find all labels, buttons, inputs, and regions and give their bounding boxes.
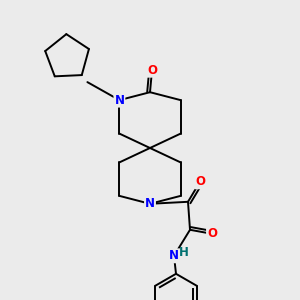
Text: O: O bbox=[195, 175, 205, 188]
Text: N: N bbox=[169, 249, 179, 262]
Text: O: O bbox=[147, 64, 157, 77]
Text: N: N bbox=[145, 197, 155, 210]
Text: N: N bbox=[114, 94, 124, 106]
Text: O: O bbox=[207, 227, 217, 240]
Text: H: H bbox=[179, 246, 189, 259]
